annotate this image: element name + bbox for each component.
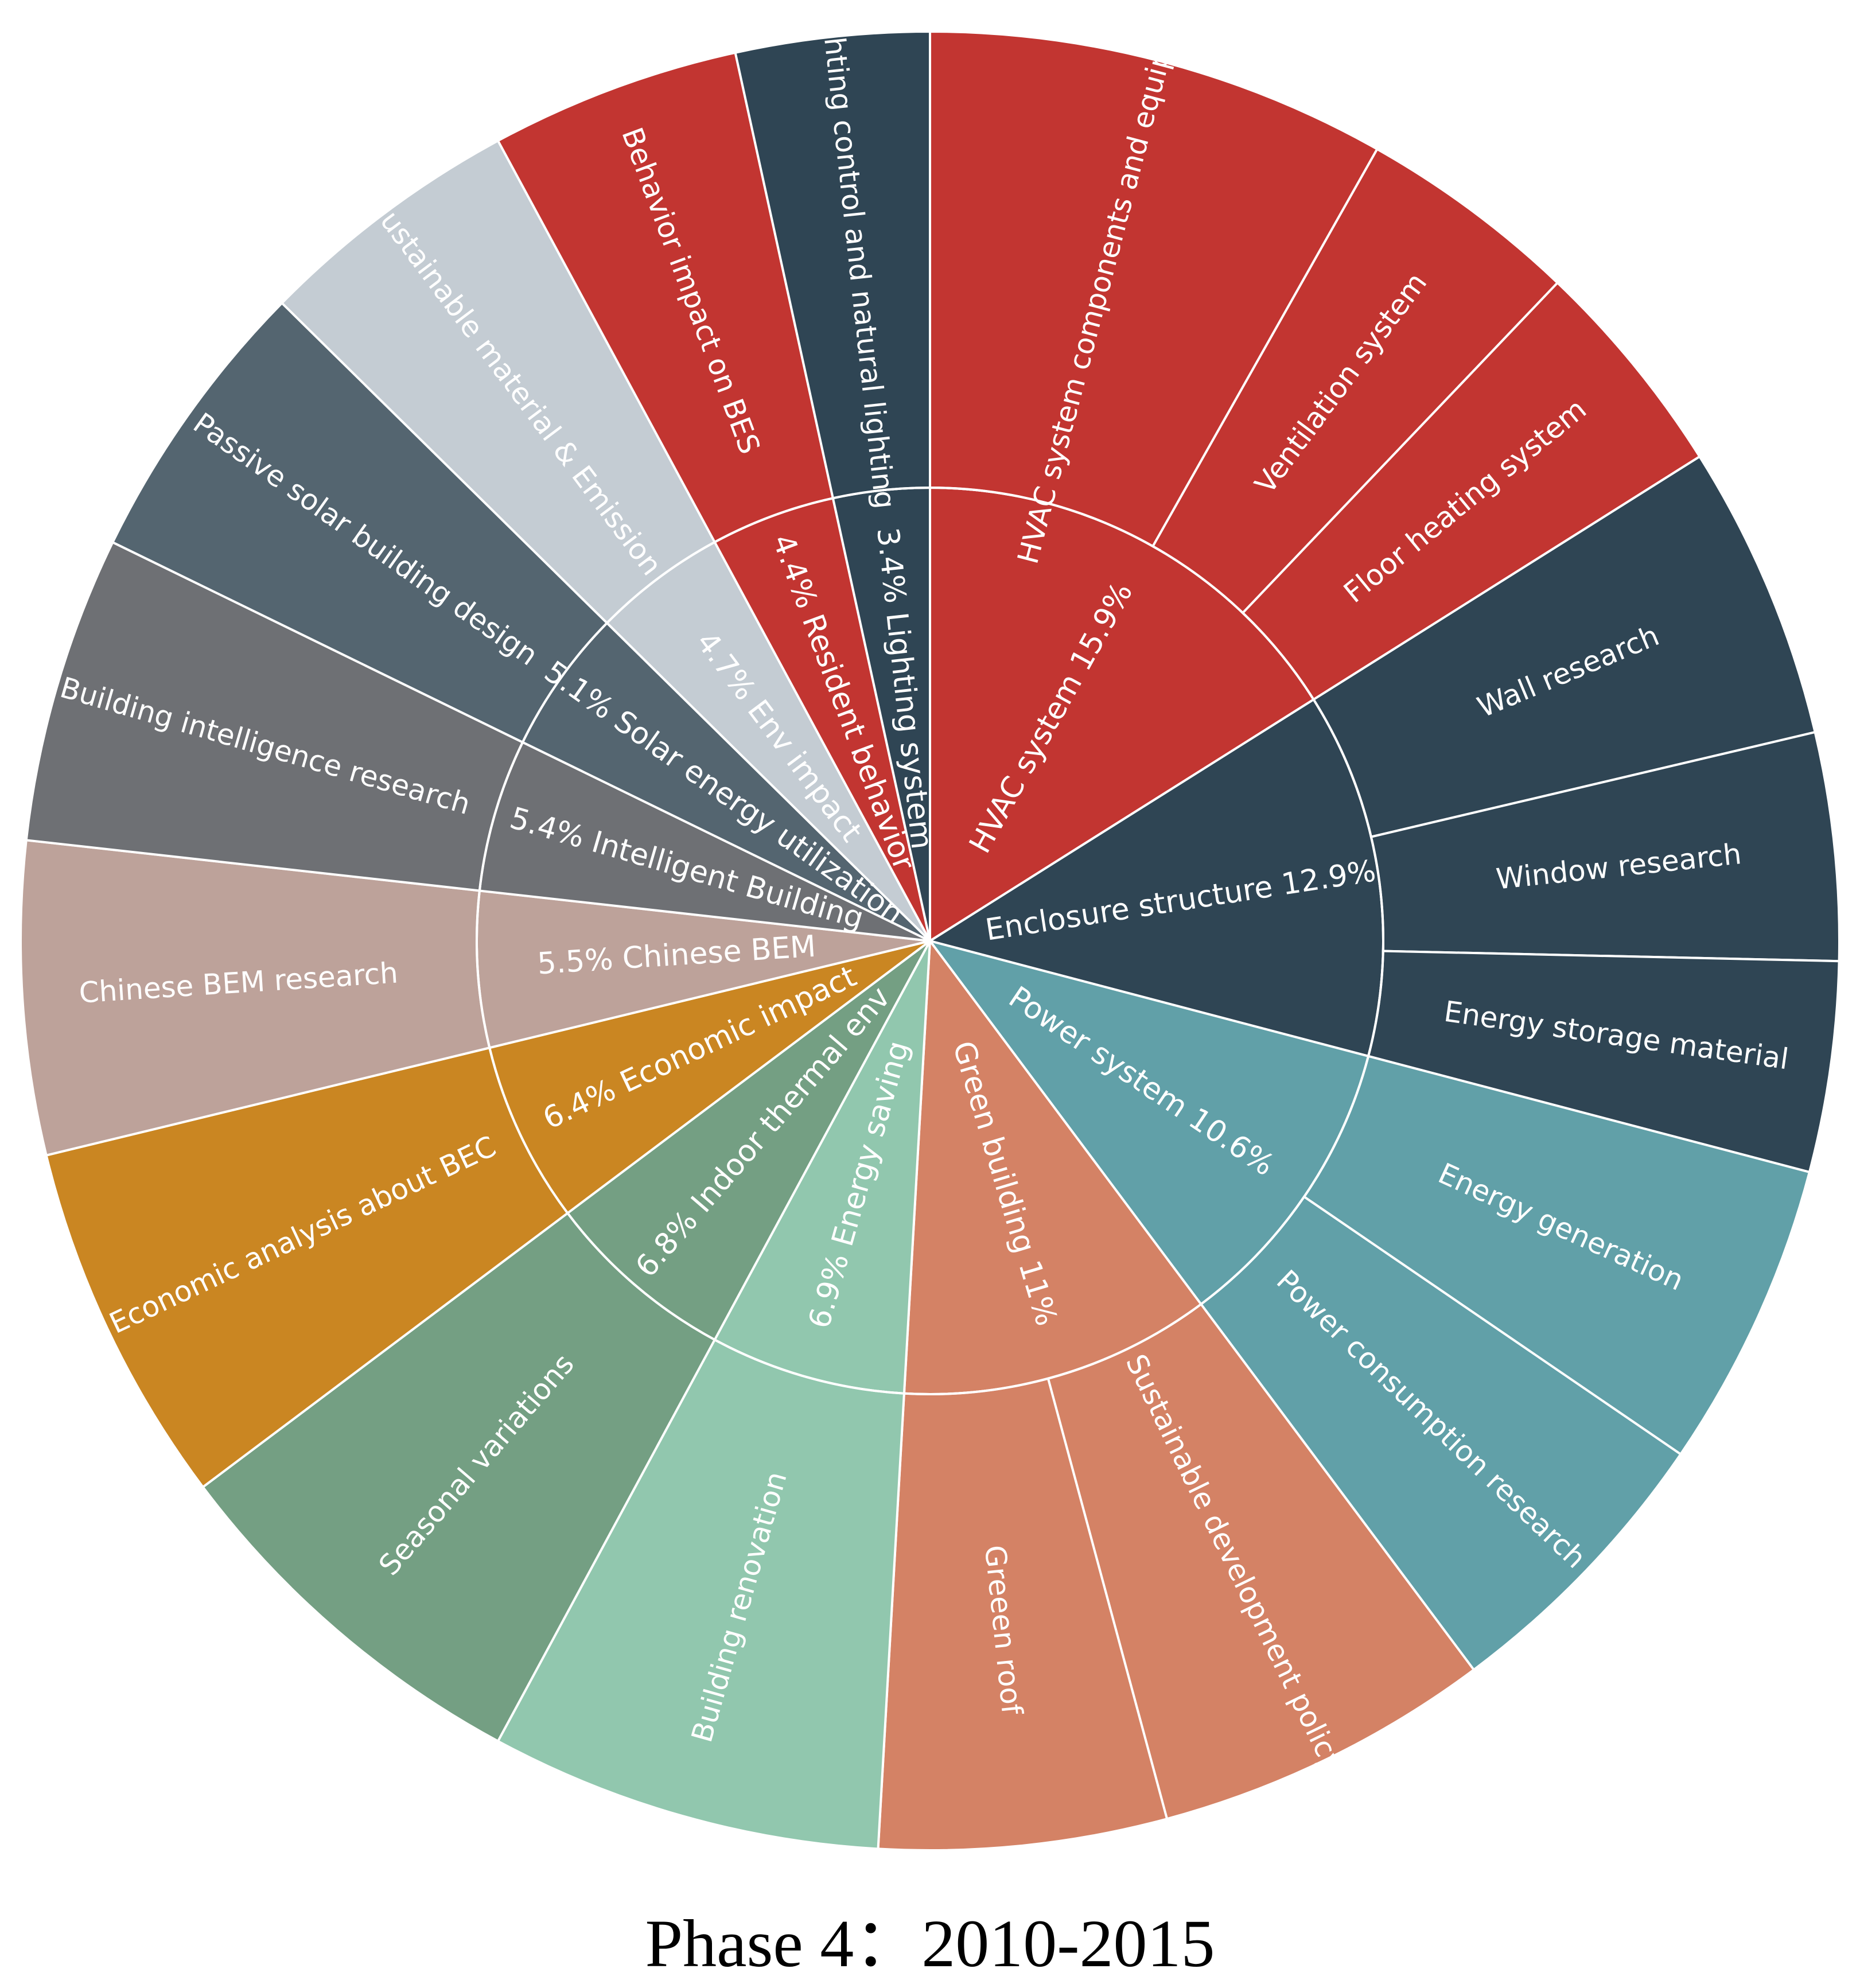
ring-divider xyxy=(476,487,1384,1395)
sunburst-chart: HVAC system 15.9%HVAC system components … xyxy=(20,30,1840,1851)
inner-ring xyxy=(476,486,1384,1395)
outer-ring xyxy=(20,30,1840,1851)
phase-caption: Phase 4：2010-2015 xyxy=(645,1906,1215,1981)
ring-divider-circle xyxy=(476,487,1384,1395)
